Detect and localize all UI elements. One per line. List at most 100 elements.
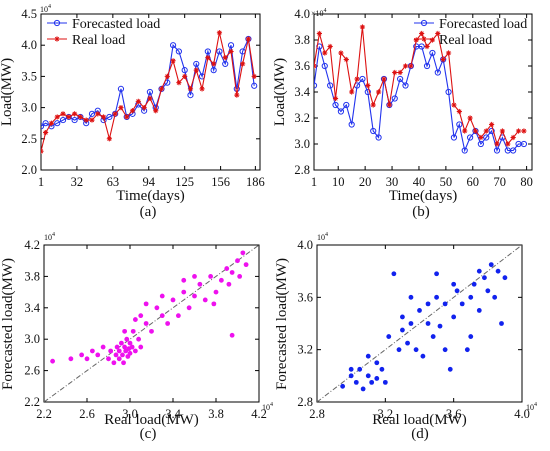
data-point (337, 108, 345, 115)
data-point (472, 128, 479, 134)
data-point (159, 293, 165, 299)
data-point (375, 134, 382, 141)
data-point (430, 334, 436, 339)
x-tick-label: 32 (71, 175, 84, 189)
data-point (175, 313, 181, 319)
data-point (114, 344, 120, 350)
data-point (515, 128, 522, 134)
reference-line (44, 245, 259, 402)
data-point (360, 386, 366, 392)
y-exponent: 104 (44, 232, 55, 242)
data-point (222, 60, 229, 68)
data-point (192, 274, 197, 279)
data-point (100, 114, 107, 120)
x-axis-label: Real load(MW) (372, 412, 467, 428)
data-point (408, 321, 414, 326)
data-point (199, 86, 205, 92)
plot-frame (40, 13, 261, 171)
data-point (41, 123, 45, 130)
data-point (72, 111, 78, 117)
y-tick-label: 2.5 (21, 132, 37, 146)
x-tick-label: 3.6 (446, 407, 462, 421)
data-point (400, 314, 405, 320)
data-point (108, 348, 114, 354)
data-point (43, 129, 49, 136)
y-exponent: ×104 (311, 8, 327, 18)
data-point (369, 379, 375, 385)
x-axis-label: Real load(MW) (104, 412, 199, 428)
data-point (240, 250, 246, 256)
legend-label: Forecasted load (72, 17, 160, 32)
x-axis-label: Time(days) (116, 188, 185, 204)
panel-caption: (d) (411, 426, 429, 442)
y-tick-label: 3.5 (21, 69, 37, 83)
data-point (143, 321, 149, 326)
data-point (492, 294, 498, 300)
data-point (424, 43, 430, 50)
data-point (129, 108, 136, 114)
data-point (216, 30, 223, 36)
data-point (348, 373, 354, 379)
data-point (437, 323, 443, 329)
data-point (111, 360, 117, 366)
y-tick-label: 4.0 (21, 38, 37, 52)
data-point (193, 60, 200, 68)
data-point (138, 344, 144, 350)
data-point (106, 136, 112, 142)
data-point (154, 305, 160, 311)
data-point (83, 117, 89, 123)
data-point (375, 89, 382, 95)
data-point (165, 321, 171, 326)
data-point (445, 50, 452, 56)
legend-marker (54, 36, 60, 42)
data-point (370, 102, 376, 108)
data-point (186, 305, 192, 311)
plot-area (44, 245, 259, 402)
x-tick-label: 60 (467, 175, 480, 189)
data-point (483, 134, 490, 141)
data-point (119, 340, 124, 346)
data-point (251, 73, 257, 79)
data-point (425, 301, 431, 307)
data-point (493, 147, 501, 154)
data-point (348, 366, 354, 372)
data-point (240, 61, 246, 67)
series-line (314, 45, 524, 153)
data-point (391, 271, 397, 277)
plot-area (317, 245, 522, 402)
data-point (182, 73, 188, 79)
data-point (400, 327, 405, 333)
data-point (425, 321, 431, 326)
data-point (71, 116, 78, 124)
legend-label: Forecasted load (439, 17, 527, 32)
data-point (488, 127, 495, 135)
y-exponent: 104 (40, 4, 51, 14)
data-point (322, 50, 328, 56)
data-point (181, 67, 188, 74)
data-point (464, 347, 470, 353)
data-point (451, 314, 457, 320)
x-tick-label: 156 (211, 175, 230, 189)
data-point (136, 336, 142, 342)
x-tick-label: 40 (413, 175, 426, 189)
x-tick-label: 125 (175, 175, 194, 189)
y-tick-label: 3.0 (294, 137, 310, 151)
data-point (357, 366, 363, 372)
data-point (89, 117, 95, 123)
legend-label: Real load (439, 33, 492, 48)
data-point (359, 24, 366, 30)
data-point (332, 95, 339, 102)
x-tick-label: 30 (386, 175, 399, 189)
panel-caption: (b) (412, 204, 430, 220)
data-point (332, 101, 339, 109)
data-point (117, 85, 125, 92)
x-tick-label: 70 (493, 175, 506, 189)
x-exponent: 104 (262, 402, 273, 412)
y-tick-label: 4.2 (24, 238, 40, 252)
data-point (211, 301, 217, 307)
data-point (229, 332, 235, 338)
data-point (60, 111, 66, 117)
data-point (54, 120, 61, 127)
x-tick-label: 4.0 (514, 407, 530, 421)
data-point (419, 30, 425, 37)
